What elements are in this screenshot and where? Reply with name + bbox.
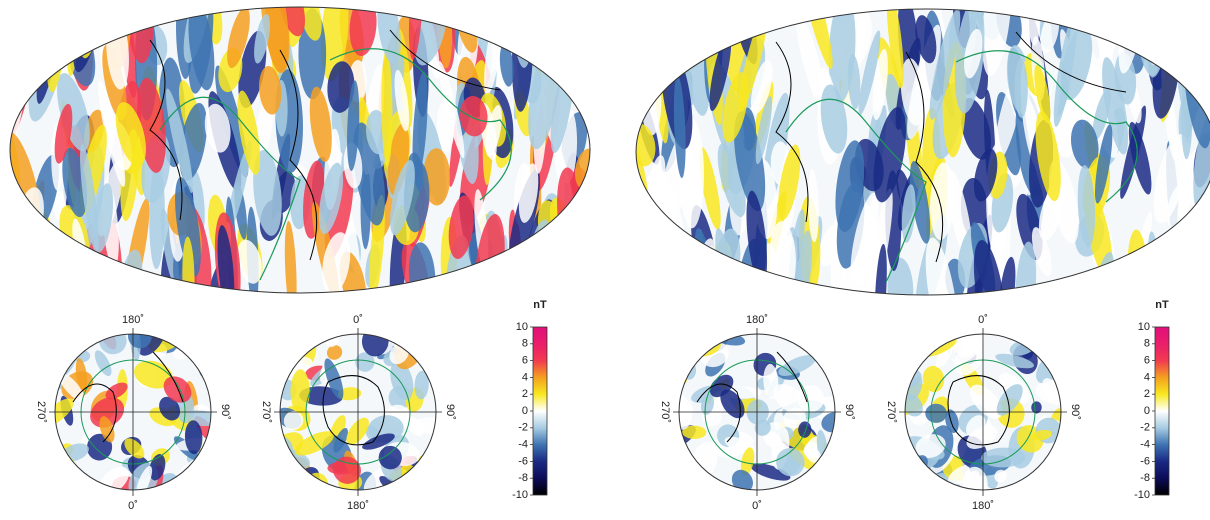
longitude-label: 180˚ <box>972 500 994 512</box>
longitude-label: 270˚ <box>659 401 671 423</box>
colorbar-tick-label: 10 <box>516 321 528 333</box>
colorbar-tick-label: -6 <box>1140 455 1150 467</box>
colorbar-tick-label: -8 <box>518 472 528 484</box>
longitude-label: 90˚ <box>444 404 456 420</box>
figure: 180˚ 0˚ 270˚ 90˚ 0˚ 180˚ 270˚ 90˚ nT 10 8 6 4 2 0 -2 -4 -… <box>0 0 1210 520</box>
colorbar-tick-label: -4 <box>518 439 528 451</box>
polar-map <box>886 317 1075 504</box>
longitude-label: 180˚ <box>122 314 144 326</box>
colorbar-tick-label: -2 <box>518 422 528 434</box>
colorbar-tick-label: -2 <box>1140 422 1150 434</box>
longitude-label: 90˚ <box>1069 404 1081 420</box>
colorbar-tick-label: 6 <box>1144 355 1150 367</box>
longitude-label: 270˚ <box>885 401 897 423</box>
colorbar-tick-label: -4 <box>1140 439 1150 451</box>
longitude-label: 0˚ <box>128 500 138 512</box>
colorbar-tick-label: 8 <box>522 338 528 350</box>
colorbar-tick-label: 2 <box>1144 388 1150 400</box>
longitude-label: 270˚ <box>260 401 272 423</box>
longitude-label: 270˚ <box>35 401 47 423</box>
colorbar-tick-label: -10 <box>512 489 528 501</box>
polar-map <box>661 322 849 500</box>
colorbar <box>1155 327 1169 495</box>
longitude-label: 0˚ <box>978 314 988 326</box>
colorbar-tick-label: 0 <box>1144 405 1150 417</box>
colorbar-tick-label: -8 <box>1140 472 1150 484</box>
longitude-label: 0˚ <box>752 500 762 512</box>
colorbar-unit: nT <box>1155 299 1169 311</box>
colorbar-tick-label: 0 <box>522 405 528 417</box>
colorbar-unit: nT <box>533 299 547 311</box>
colorbar <box>533 327 547 495</box>
colorbar-tick-label: 2 <box>522 388 528 400</box>
colorbar-tick-label: -10 <box>1134 489 1150 501</box>
colorbar-tick-label: -6 <box>518 455 528 467</box>
longitude-label: 180˚ <box>746 314 768 326</box>
colorbar-tick-label: 10 <box>1138 321 1150 333</box>
polar-map <box>36 312 223 504</box>
longitude-label: 180˚ <box>347 500 369 512</box>
colorbar-tick-label: 8 <box>1144 338 1150 350</box>
global-map <box>621 0 1210 353</box>
longitude-label: 0˚ <box>353 314 363 326</box>
colorbar-tick-label: 4 <box>1144 371 1150 383</box>
colorbar-tick-label: 6 <box>522 355 528 367</box>
colorbar-tick-label: 4 <box>522 371 528 383</box>
polar-map <box>261 323 453 508</box>
longitude-label: 90˚ <box>219 404 231 420</box>
longitude-label: 90˚ <box>843 404 855 420</box>
